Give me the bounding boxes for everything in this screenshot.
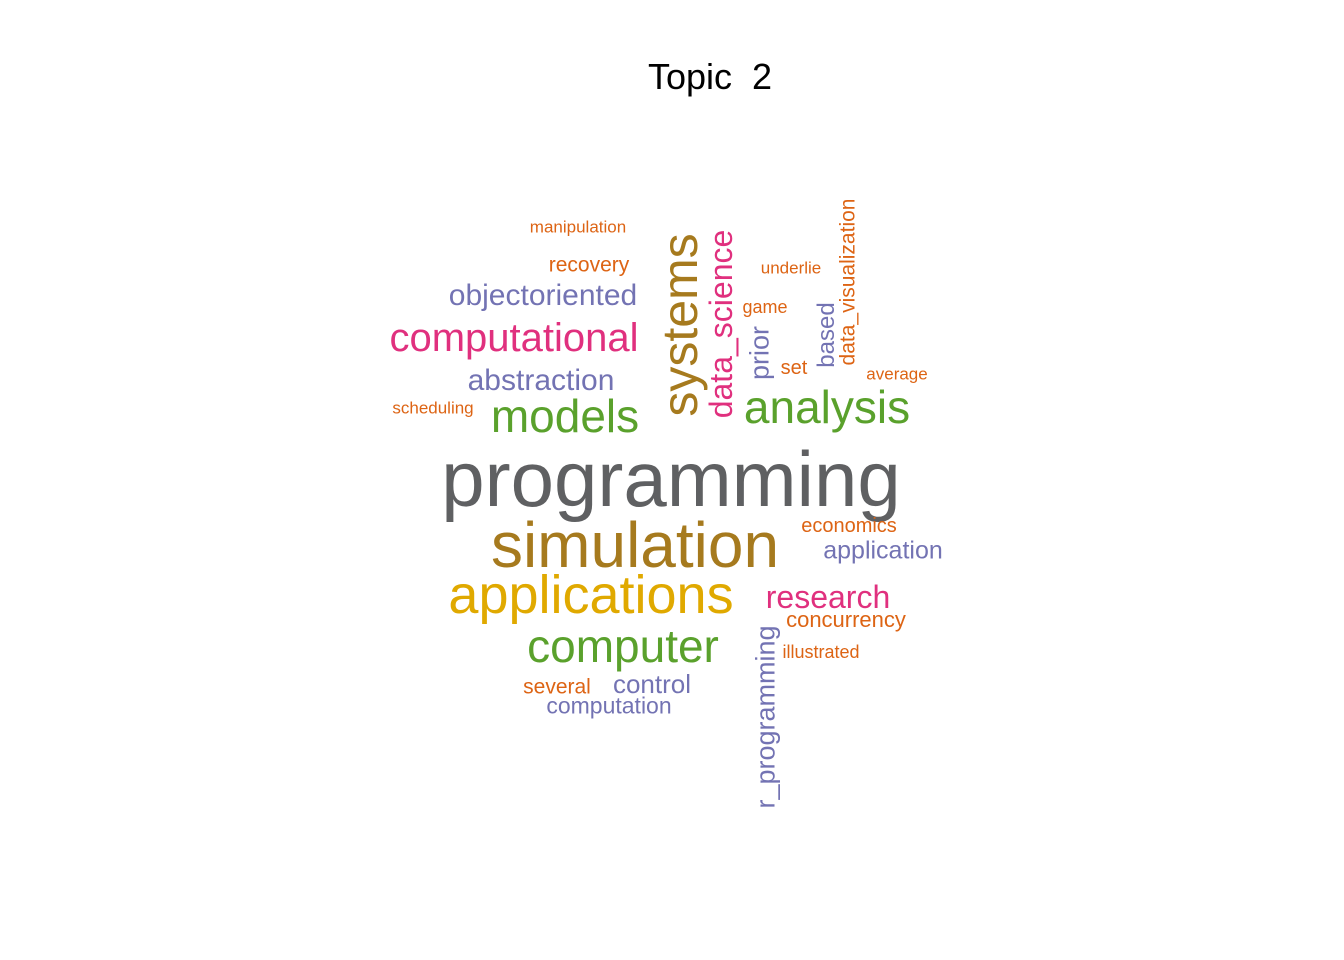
word-average: average	[866, 364, 928, 384]
word-underlie: underlie	[760, 258, 822, 278]
word-data-science: data_science	[703, 229, 739, 419]
word-control: control	[612, 669, 692, 699]
word-game: game	[742, 297, 788, 317]
word-set: set	[780, 357, 808, 379]
word-manipulation: manipulation	[529, 217, 627, 237]
word-prior: prior	[744, 325, 775, 381]
word-applications: applications	[448, 565, 734, 625]
word-computational: computational	[389, 316, 639, 360]
word-illustrated: illustrated	[782, 642, 860, 662]
word-data-visualization: data_visualization	[836, 198, 860, 366]
word-application: application	[823, 536, 943, 565]
word-analysis: analysis	[743, 381, 911, 433]
word-models: models	[490, 390, 640, 442]
chart-title: Topic 2	[647, 56, 773, 97]
word-computer: computer	[527, 620, 719, 672]
word-several: several	[523, 675, 591, 699]
word-based: based	[813, 302, 840, 368]
word-r-programming: r_programming	[750, 625, 781, 809]
word-research: research	[765, 579, 891, 615]
word-economics: economics	[801, 515, 897, 537]
word-scheduling: scheduling	[392, 398, 474, 418]
word-concurrency: concurrency	[786, 607, 906, 632]
word-objectoriented: objectoriented	[448, 279, 638, 312]
word-computation: computation	[546, 692, 672, 719]
word-abstraction: abstraction	[467, 364, 615, 397]
word-recovery: recovery	[548, 253, 630, 277]
word-systems: systems	[652, 233, 708, 417]
word-simulation: simulation	[490, 509, 780, 581]
word-programming: programming	[441, 435, 901, 523]
